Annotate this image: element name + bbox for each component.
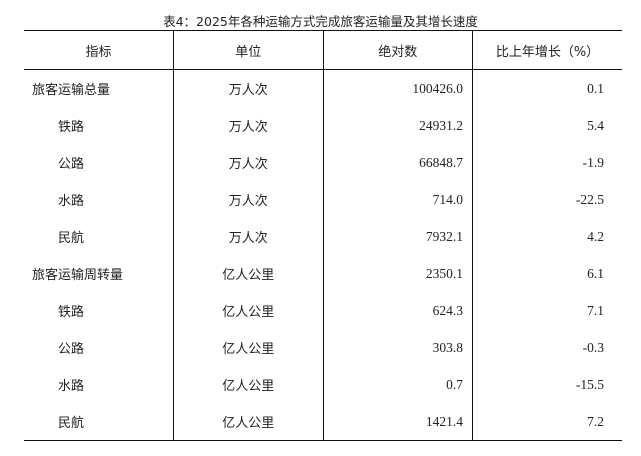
table-row: 公路 万人次 66848.7 -1.9: [24, 144, 622, 181]
table-row: 民航 万人次 7932.1 4.2: [24, 218, 622, 255]
header-unit: 单位: [173, 30, 323, 70]
table-row: 水路 万人次 714.0 -22.5: [24, 181, 622, 218]
cell-unit: 亿人公里: [173, 329, 323, 366]
cell-unit: 万人次: [173, 218, 323, 255]
cell-value: 7932.1: [322, 218, 473, 255]
table-row: 铁路 亿人公里 624.3 7.1: [24, 292, 622, 329]
cell-unit: 万人次: [173, 144, 323, 181]
table-row: 铁路 万人次 24931.2 5.4: [24, 107, 622, 144]
table-row: 旅客运输周转量 亿人公里 2350.1 6.1: [24, 255, 622, 292]
cell-growth: 7.2: [472, 403, 622, 441]
passenger-transport-table: 指标 单位 绝对数 比上年增长（%） 旅客运输总量 万人次 100426.0 0.1 铁…: [24, 30, 622, 441]
cell-value: 0.7: [322, 366, 473, 403]
cell-growth: -15.5: [472, 366, 622, 403]
cell-unit: 万人次: [173, 69, 323, 107]
cell-growth: -22.5: [472, 181, 622, 218]
cell-indicator: 水路: [58, 194, 85, 209]
header-value: 绝对数: [322, 30, 473, 70]
cell-value: 100426.0: [322, 69, 473, 107]
cell-growth: 7.1: [472, 292, 622, 329]
cell-growth: -0.3: [472, 329, 622, 366]
cell-growth: 0.1: [472, 69, 622, 107]
cell-indicator: 铁路: [58, 305, 85, 320]
cell-growth: 4.2: [472, 218, 622, 255]
cell-unit: 亿人公里: [173, 366, 323, 403]
cell-growth: -1.9: [472, 144, 622, 181]
header-growth: 比上年增长（%）: [472, 30, 622, 70]
cell-unit: 亿人公里: [173, 292, 323, 329]
cell-unit: 万人次: [173, 107, 323, 144]
cell-unit: 亿人公里: [173, 255, 323, 292]
table-row: 民航 亿人公里 1421.4 7.2: [24, 403, 622, 441]
cell-value: 1421.4: [322, 403, 473, 441]
table-row: 旅客运输总量 万人次 100426.0 0.1: [24, 69, 622, 107]
cell-indicator: 旅客运输周转量: [32, 268, 124, 283]
header-row: 指标 单位 绝对数 比上年增长（%）: [24, 30, 622, 70]
table-row: 公路 亿人公里 303.8 -0.3: [24, 329, 622, 366]
cell-indicator: 公路: [58, 342, 85, 357]
cell-indicator: 旅客运输总量: [32, 83, 111, 98]
table-row: 水路 亿人公里 0.7 -15.5: [24, 366, 622, 403]
cell-value: 66848.7: [322, 144, 473, 181]
cell-indicator: 公路: [58, 157, 85, 172]
cell-value: 624.3: [322, 292, 473, 329]
cell-indicator: 民航: [58, 416, 85, 431]
header-indicator: 指标: [85, 44, 112, 60]
cell-value: 303.8: [322, 329, 473, 366]
cell-value: 2350.1: [322, 255, 473, 292]
cell-indicator: 民航: [58, 231, 85, 246]
cell-value: 24931.2: [322, 107, 473, 144]
cell-indicator: 铁路: [58, 120, 85, 135]
cell-growth: 5.4: [472, 107, 622, 144]
cell-indicator: 水路: [58, 379, 85, 394]
cell-growth: 6.1: [472, 255, 622, 292]
cell-unit: 万人次: [173, 181, 323, 218]
cell-unit: 亿人公里: [173, 403, 323, 441]
cell-value: 714.0: [322, 181, 473, 218]
table-title: 表4：2025年各种运输方式完成旅客运输量及其增长速度: [163, 14, 478, 29]
